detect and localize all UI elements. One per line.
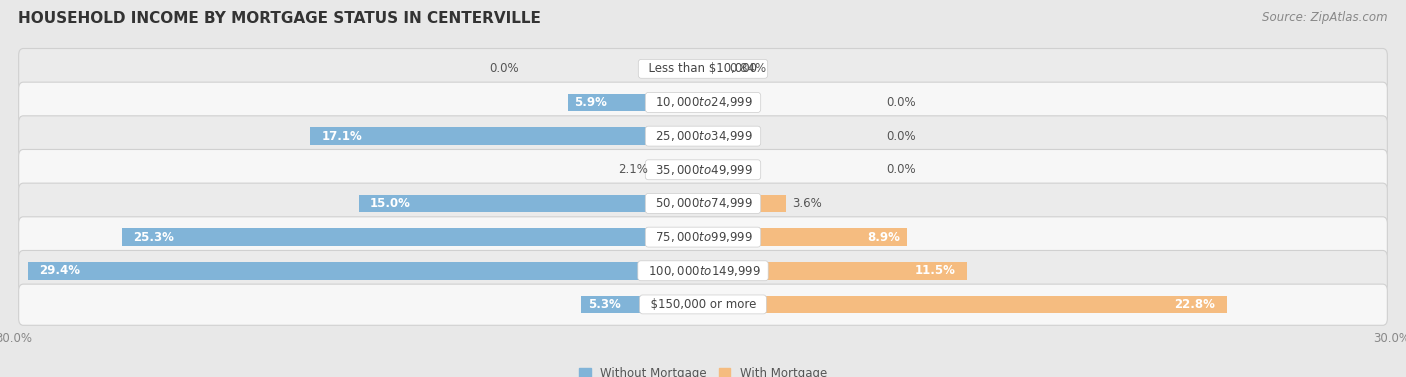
Text: HOUSEHOLD INCOME BY MORTGAGE STATUS IN CENTERVILLE: HOUSEHOLD INCOME BY MORTGAGE STATUS IN C… xyxy=(18,11,541,26)
FancyBboxPatch shape xyxy=(18,217,1388,258)
Text: $75,000 to $99,999: $75,000 to $99,999 xyxy=(648,230,758,244)
Text: 0.0%: 0.0% xyxy=(489,62,519,75)
Text: 0.0%: 0.0% xyxy=(887,130,917,143)
Legend: Without Mortgage, With Mortgage: Without Mortgage, With Mortgage xyxy=(574,362,832,377)
Text: 29.4%: 29.4% xyxy=(39,264,80,277)
Text: $50,000 to $74,999: $50,000 to $74,999 xyxy=(648,196,758,210)
Text: 11.5%: 11.5% xyxy=(915,264,956,277)
Text: $35,000 to $49,999: $35,000 to $49,999 xyxy=(648,163,758,177)
Text: 0.84%: 0.84% xyxy=(730,62,766,75)
Bar xyxy=(122,228,703,246)
Text: 5.9%: 5.9% xyxy=(575,96,607,109)
Text: 0.0%: 0.0% xyxy=(887,96,917,109)
FancyBboxPatch shape xyxy=(18,150,1388,191)
FancyBboxPatch shape xyxy=(18,284,1388,325)
Text: 25.3%: 25.3% xyxy=(134,231,174,244)
Bar xyxy=(568,94,703,111)
Text: 0.0%: 0.0% xyxy=(887,163,917,176)
Bar xyxy=(28,262,703,279)
Text: 15.0%: 15.0% xyxy=(370,197,411,210)
Text: 17.1%: 17.1% xyxy=(322,130,363,143)
Text: $100,000 to $149,999: $100,000 to $149,999 xyxy=(641,264,765,278)
Bar xyxy=(703,228,907,246)
Text: Source: ZipAtlas.com: Source: ZipAtlas.com xyxy=(1263,11,1388,24)
Bar xyxy=(359,195,703,212)
Text: Less than $10,000: Less than $10,000 xyxy=(641,62,765,75)
Text: 5.3%: 5.3% xyxy=(588,298,621,311)
Bar xyxy=(311,127,703,145)
Text: $150,000 or more: $150,000 or more xyxy=(643,298,763,311)
Bar xyxy=(703,296,1226,313)
Text: 2.1%: 2.1% xyxy=(619,163,648,176)
Bar xyxy=(703,195,786,212)
Bar xyxy=(581,296,703,313)
Bar xyxy=(655,161,703,179)
FancyBboxPatch shape xyxy=(18,183,1388,224)
Bar xyxy=(703,262,967,279)
FancyBboxPatch shape xyxy=(18,116,1388,157)
Text: 8.9%: 8.9% xyxy=(868,231,900,244)
Text: $25,000 to $34,999: $25,000 to $34,999 xyxy=(648,129,758,143)
Text: 22.8%: 22.8% xyxy=(1174,298,1215,311)
FancyBboxPatch shape xyxy=(18,49,1388,90)
Text: 3.6%: 3.6% xyxy=(793,197,823,210)
FancyBboxPatch shape xyxy=(18,250,1388,292)
Bar xyxy=(703,60,723,78)
Text: $10,000 to $24,999: $10,000 to $24,999 xyxy=(648,95,758,109)
FancyBboxPatch shape xyxy=(18,82,1388,123)
